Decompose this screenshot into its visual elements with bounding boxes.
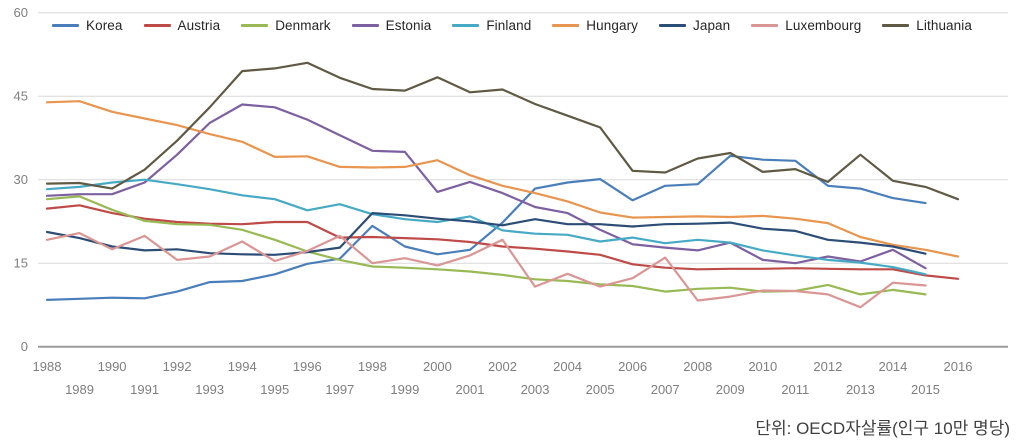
- series-line-denmark: [45, 195, 927, 296]
- x-tick-label: 2014: [878, 359, 907, 374]
- x-tick-label: 2002: [488, 359, 517, 374]
- x-tick-label: 1989: [65, 382, 94, 397]
- x-tick-label: 1992: [163, 359, 192, 374]
- x-tick-label: 2012: [813, 359, 842, 374]
- series-line-austria: [45, 204, 960, 280]
- x-tick-label: 2016: [944, 359, 973, 374]
- series-line-lithuania: [45, 61, 960, 201]
- x-tick-label: 1997: [325, 382, 354, 397]
- chart-svg: 0153045601988198919901991199219931994199…: [14, 5, 1008, 397]
- series-line-japan: [45, 212, 927, 256]
- x-tick-label: 2000: [423, 359, 452, 374]
- x-tick-label: 2015: [911, 382, 940, 397]
- x-tick-label: 1998: [358, 359, 387, 374]
- y-tick-label: 30: [14, 172, 28, 187]
- x-tick-label: 2007: [651, 382, 680, 397]
- x-tick-label: 2008: [683, 359, 712, 374]
- x-tick-label: 1995: [260, 382, 289, 397]
- x-tick-label: 2005: [586, 382, 615, 397]
- series-line-korea: [45, 154, 927, 301]
- series-line-estonia: [45, 103, 927, 270]
- x-tick-label: 2006: [618, 359, 647, 374]
- y-tick-label: 0: [21, 339, 28, 354]
- x-tick-label: 1988: [33, 359, 62, 374]
- x-tick-label: 2011: [781, 382, 809, 397]
- x-tick-label: 2003: [521, 382, 550, 397]
- x-tick-label: 1991: [130, 382, 159, 397]
- series-line-hungary: [45, 100, 960, 258]
- y-tick-label: 60: [14, 5, 28, 20]
- y-tick-label: 15: [14, 256, 28, 271]
- x-tick-label: 2010: [748, 359, 777, 374]
- x-tick-label: 1996: [293, 359, 322, 374]
- x-tick-label: 2013: [846, 382, 875, 397]
- series-line-luxembourg: [45, 232, 927, 309]
- y-tick-label: 45: [14, 89, 28, 104]
- x-tick-label: 2001: [456, 382, 485, 397]
- x-tick-label: 2004: [553, 359, 582, 374]
- x-tick-label: 1999: [390, 382, 419, 397]
- x-tick-label: 2009: [716, 382, 745, 397]
- unit-caption: 단위: OECD자살률(인구 10만 명당): [755, 419, 1010, 438]
- x-tick-label: 1990: [98, 359, 127, 374]
- x-tick-label: 1993: [195, 382, 224, 397]
- x-tick-label: 1994: [228, 359, 257, 374]
